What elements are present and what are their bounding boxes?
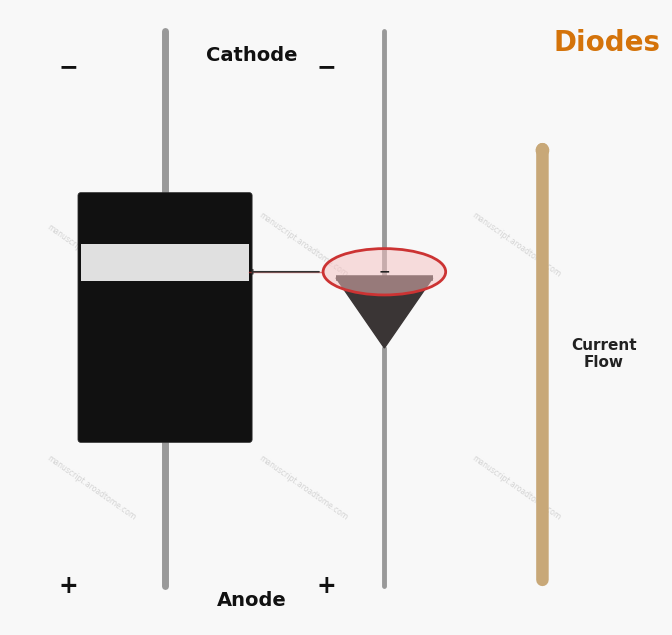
- Text: −: −: [58, 56, 78, 79]
- Text: manuscript.aroadtome.com: manuscript.aroadtome.com: [45, 222, 137, 291]
- Text: Diodes: Diodes: [554, 29, 661, 57]
- Text: manuscript.aroadtome.com: manuscript.aroadtome.com: [257, 210, 350, 279]
- Text: Cathode: Cathode: [206, 46, 298, 65]
- Polygon shape: [336, 278, 433, 348]
- Text: +: +: [317, 574, 336, 598]
- FancyBboxPatch shape: [81, 244, 249, 281]
- Text: −: −: [317, 56, 336, 79]
- Ellipse shape: [323, 249, 446, 295]
- Text: Anode: Anode: [217, 591, 287, 610]
- FancyArrowPatch shape: [542, 149, 543, 580]
- Text: +: +: [58, 574, 78, 598]
- Text: manuscript.aroadtome.com: manuscript.aroadtome.com: [257, 454, 350, 523]
- FancyBboxPatch shape: [78, 192, 252, 443]
- Text: manuscript.aroadtome.com: manuscript.aroadtome.com: [45, 454, 137, 523]
- Text: −: −: [378, 265, 390, 279]
- Text: Current
Flow: Current Flow: [571, 338, 636, 370]
- Text: manuscript.aroadtome.com: manuscript.aroadtome.com: [470, 454, 562, 523]
- Text: manuscript.aroadtome.com: manuscript.aroadtome.com: [470, 210, 562, 279]
